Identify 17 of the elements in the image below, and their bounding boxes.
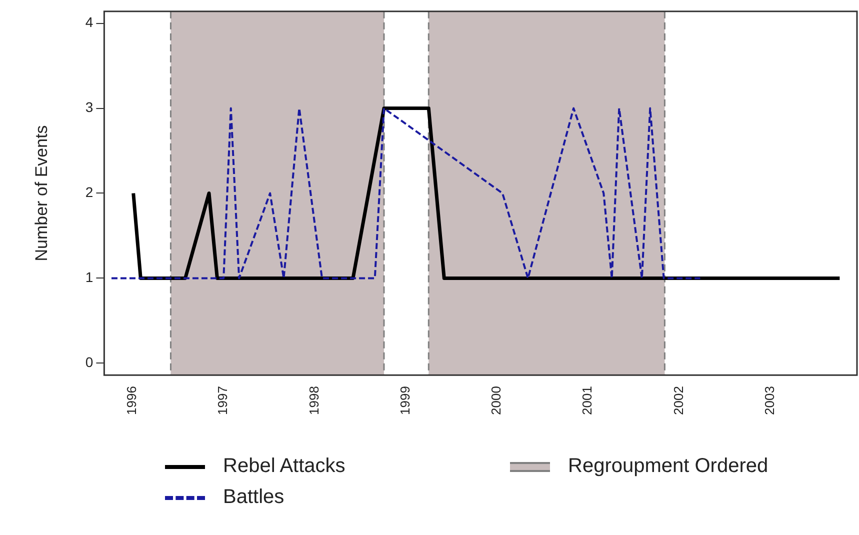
x-tick-label: 1996 bbox=[124, 386, 140, 415]
y-tick-label: 3 bbox=[85, 99, 94, 116]
legend-label: Rebel Attacks bbox=[223, 455, 346, 478]
x-tick-label: 2003 bbox=[762, 386, 777, 415]
y-tick-label: 2 bbox=[85, 184, 94, 200]
x-tick-label: 2000 bbox=[488, 386, 504, 415]
y-tick-label: 0 bbox=[85, 354, 94, 370]
y-tick-label: 4 bbox=[85, 14, 94, 30]
x-tick-label: 1998 bbox=[306, 386, 322, 415]
legend-label: Regroupment Ordered bbox=[568, 455, 768, 478]
x-tick-label: 2002 bbox=[670, 386, 686, 415]
x-tick-label: 1999 bbox=[397, 386, 412, 415]
y-tick-label: 1 bbox=[85, 269, 94, 286]
x-tick-label: 2001 bbox=[580, 386, 595, 415]
legend-label: Battles bbox=[223, 486, 284, 509]
x-tick-label: 1997 bbox=[215, 386, 230, 415]
y-axis-title: Number of Events bbox=[32, 125, 51, 262]
